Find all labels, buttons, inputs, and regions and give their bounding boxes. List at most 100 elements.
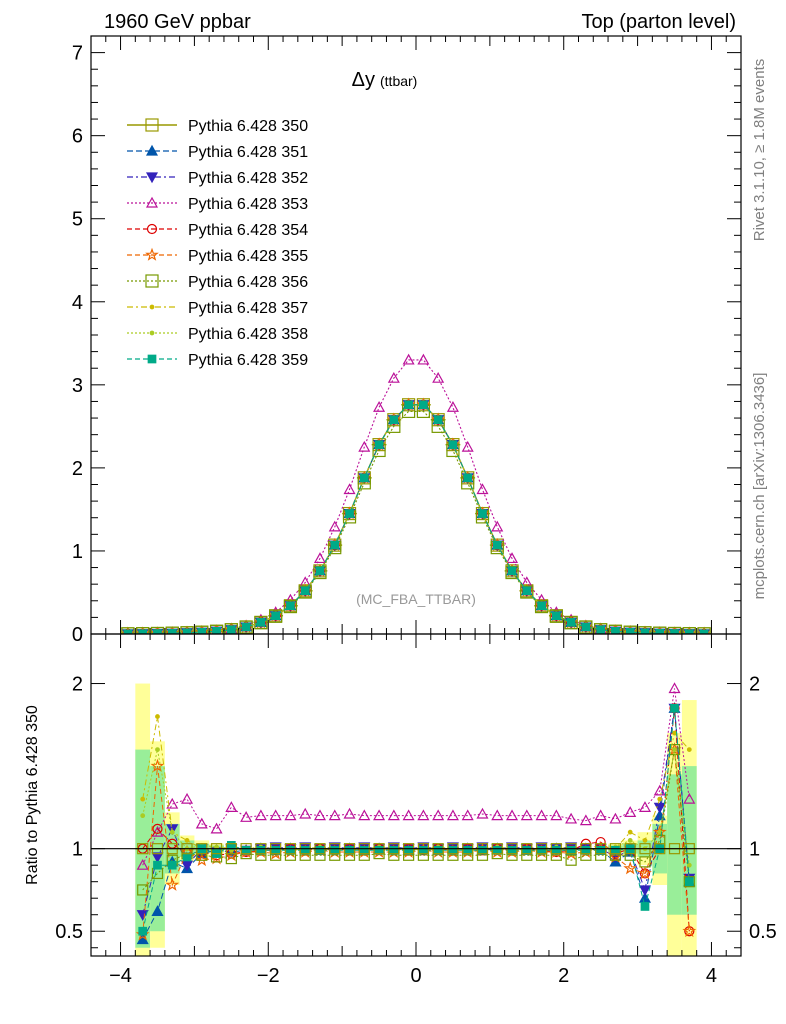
ratio-point (167, 860, 177, 870)
ratio-series-359 (138, 703, 694, 936)
ratio-point (358, 809, 371, 821)
ratio-point (359, 845, 369, 855)
ratio-point (152, 823, 163, 834)
legend-label: Pythia 6.428 351 (188, 144, 308, 161)
ratio-point (343, 807, 356, 819)
ratio-point (165, 877, 180, 891)
data-point (197, 627, 207, 634)
ratio-series-355 (135, 742, 697, 941)
ratio-point (611, 845, 620, 855)
uncertainty-band-green (667, 774, 682, 915)
data-point (625, 627, 635, 634)
data-point (640, 628, 650, 634)
ratio-y-tick-label: 0.5 (55, 921, 83, 943)
ratio-point (637, 866, 652, 880)
data-point (581, 622, 591, 632)
observable-title: Δy (352, 69, 375, 91)
legend-swatch-marker (145, 274, 159, 288)
main-y-tick-label: 3 (72, 375, 83, 397)
data-point (566, 618, 576, 627)
data-point (389, 415, 399, 425)
ratio-point (286, 845, 295, 855)
legend-entry: Pythia 6.428 353 (127, 196, 308, 213)
data-point (313, 552, 326, 564)
ratio-point (535, 809, 548, 821)
ratio-y-label: Ratio to Pythia 6.428 350 (24, 705, 41, 885)
analysis-watermark: (MC_FBA_TTBAR) (356, 591, 476, 607)
ratio-point (181, 792, 194, 804)
legend-entry: Pythia 6.428 356 (127, 274, 308, 291)
ratio-point (155, 714, 160, 719)
ratio-point (581, 845, 591, 855)
legend-label: Pythia 6.428 354 (188, 222, 308, 239)
ratio-point (153, 860, 162, 870)
ratio-point (284, 809, 297, 821)
data-point (520, 585, 534, 599)
ratio-point (345, 845, 354, 855)
ratio-point (684, 877, 694, 887)
data-point (596, 625, 606, 634)
data-point (476, 483, 489, 495)
ratio-point (240, 811, 253, 822)
ratio-point (522, 845, 532, 855)
legend-label: Pythia 6.428 356 (188, 274, 308, 291)
data-point (549, 609, 563, 623)
main-y-tick-label: 6 (72, 126, 83, 148)
x-tick-label: −4 (109, 965, 132, 987)
data-point (419, 400, 428, 410)
data-point (328, 520, 341, 532)
ratio-point (140, 813, 146, 819)
ratio-point (169, 829, 175, 835)
ratio-point (151, 905, 164, 917)
legend-swatch-marker (147, 354, 157, 364)
ratio-line (142, 688, 690, 866)
data-point (298, 585, 312, 599)
mcplots-label: mcplots.cern.ch [arXiv:1306.3436] (751, 373, 768, 600)
data-point (269, 609, 283, 623)
data-point (374, 440, 384, 449)
data-point (433, 415, 443, 425)
rivet-version-label: Rivet 3.1.10, ≥ 1.8M events (751, 59, 768, 242)
data-point (417, 353, 430, 365)
data-point (271, 611, 281, 621)
ratio-point (686, 747, 692, 752)
data-point (241, 622, 251, 632)
ratio-point (241, 845, 251, 855)
ratio-point (166, 797, 179, 809)
legend: Pythia 6.428 350 Pythia 6.428 351 Pythia 6… (127, 118, 308, 369)
observable-title-suffix: (ttbar) (380, 73, 417, 89)
data-point (373, 401, 386, 412)
data-point (492, 540, 502, 550)
ratio-point (140, 796, 146, 802)
ratio-point (566, 845, 576, 855)
ratio-point (476, 807, 489, 819)
ratio-point (461, 809, 474, 821)
legend-label: Pythia 6.428 353 (188, 196, 308, 213)
data-point (167, 628, 177, 634)
data-point (446, 401, 459, 412)
ratio-series-356 (137, 743, 695, 896)
ratio-point (550, 809, 563, 821)
ratio-point (478, 845, 487, 855)
ratio-point (136, 858, 149, 870)
data-point (404, 400, 413, 410)
header-right: Top (parton level) (581, 11, 736, 33)
data-point (212, 626, 221, 634)
data-point (564, 616, 578, 630)
ratio-y-tick-label: 1 (72, 839, 83, 861)
legend-label: Pythia 6.428 358 (188, 326, 308, 343)
main-y-tick-label: 5 (72, 209, 83, 231)
ratio-point (433, 845, 443, 855)
ratio-point (155, 747, 160, 752)
legend-swatch-marker (146, 223, 158, 235)
ratio-point (448, 845, 458, 855)
data-point (300, 586, 310, 596)
legend-swatch-marker (145, 118, 159, 132)
data-point (330, 540, 340, 550)
data-point (611, 626, 620, 634)
ratio-point (653, 802, 666, 814)
data-point (655, 628, 665, 634)
ratio-point (640, 902, 650, 911)
ratio-point (627, 829, 633, 835)
